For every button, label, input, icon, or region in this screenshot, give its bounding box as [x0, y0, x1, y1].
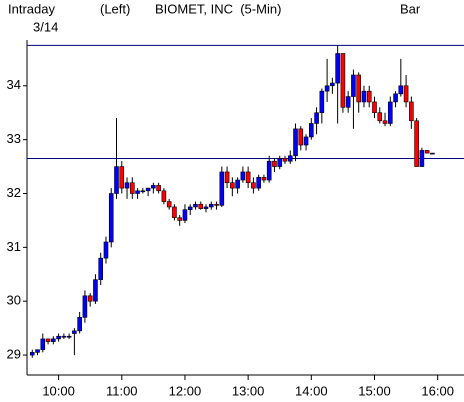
candle-body — [145, 187, 151, 192]
candle-body — [135, 190, 140, 194]
candle-body — [245, 171, 251, 184]
candle-body — [282, 158, 288, 162]
candle-body — [319, 90, 325, 114]
candle-body — [340, 53, 346, 108]
candle-body — [66, 335, 72, 338]
candle-body — [287, 155, 293, 162]
candle-body — [61, 335, 67, 338]
y-tick-label: 30 — [7, 293, 21, 308]
candle-body — [208, 203, 214, 208]
candle-body — [272, 160, 277, 167]
candle-body — [419, 150, 425, 167]
candle-body — [161, 190, 167, 202]
candle-body — [235, 179, 240, 189]
candle-body — [345, 96, 351, 108]
candle-body — [40, 338, 46, 350]
candle-body — [303, 136, 309, 146]
y-tick-label: 33 — [7, 131, 21, 146]
candle-body — [193, 203, 198, 208]
candle-body — [108, 193, 114, 243]
header-axis-side: (Left) — [100, 1, 130, 16]
candle-body — [430, 152, 435, 155]
candle-body — [45, 338, 51, 342]
candle-body — [230, 182, 235, 189]
header-date: 3/14 — [33, 19, 58, 34]
candle-body — [361, 90, 367, 103]
candle-body — [240, 171, 246, 181]
candle-body — [203, 206, 209, 209]
candle-body — [87, 295, 93, 302]
candle-body — [82, 295, 88, 318]
candle-body — [224, 171, 230, 184]
candle-body — [261, 177, 267, 181]
candle-body — [151, 185, 156, 189]
candle-body — [198, 203, 204, 209]
y-tick-label: 29 — [7, 347, 21, 362]
candle-body — [398, 85, 404, 95]
header-mode: Intraday — [8, 1, 55, 16]
candle-body — [298, 128, 304, 146]
candle-body — [256, 177, 261, 189]
x-tick-label: 15:00 — [358, 383, 391, 398]
candle-body — [266, 160, 272, 181]
candle-body — [177, 217, 182, 221]
candle-body — [219, 171, 225, 206]
candle-body — [382, 120, 388, 124]
candle-body — [119, 166, 125, 189]
candle-body — [56, 335, 61, 340]
candle-body — [182, 209, 188, 221]
candle-body — [98, 257, 104, 280]
candle-body — [424, 150, 430, 154]
candle-body — [103, 241, 109, 259]
y-tick-label: 31 — [7, 239, 21, 254]
y-tick-label: 32 — [7, 185, 21, 200]
candle-body — [387, 101, 393, 124]
candle-body — [403, 85, 409, 103]
candle-body — [377, 112, 383, 122]
candle-body — [409, 101, 414, 122]
candle-body — [330, 82, 335, 87]
x-tick-label: 16:00 — [421, 383, 454, 398]
candle-body — [172, 206, 177, 219]
candle-body — [293, 128, 298, 157]
x-tick-label: 10:00 — [42, 383, 75, 398]
x-tick-label: 12:00 — [169, 383, 202, 398]
candle-body — [393, 93, 398, 103]
candle-body — [72, 330, 77, 334]
x-tick-label: 14:00 — [295, 383, 328, 398]
candle-body — [356, 74, 361, 103]
candle-body — [130, 182, 135, 194]
y-tick-label: 34 — [7, 77, 21, 92]
chart-title: BIOMET, INC (5-Min) — [155, 1, 281, 16]
candle-body — [314, 112, 319, 124]
candle-body — [351, 74, 356, 97]
candle-body — [251, 182, 256, 189]
candle-body — [277, 158, 283, 167]
candle-body — [156, 185, 161, 192]
candle-body — [29, 352, 35, 356]
candle-body — [214, 203, 219, 206]
candle-body — [166, 201, 172, 208]
candle-body — [324, 85, 330, 92]
candle-body — [414, 120, 419, 167]
candle-body — [77, 317, 82, 332]
x-tick-label: 11:00 — [106, 383, 138, 398]
header-style: Bar — [400, 1, 421, 16]
candle-body — [51, 338, 56, 342]
candle-body — [124, 182, 130, 189]
x-tick-label: 13:00 — [232, 383, 265, 398]
candle-body — [114, 166, 119, 194]
candle-body — [35, 349, 40, 353]
candle-body — [372, 101, 377, 114]
candle-body — [366, 90, 372, 103]
candle-body — [309, 123, 314, 138]
candle-body — [335, 53, 340, 84]
candle-body — [187, 206, 193, 210]
candle-body — [93, 279, 98, 302]
candle-body — [140, 190, 146, 193]
